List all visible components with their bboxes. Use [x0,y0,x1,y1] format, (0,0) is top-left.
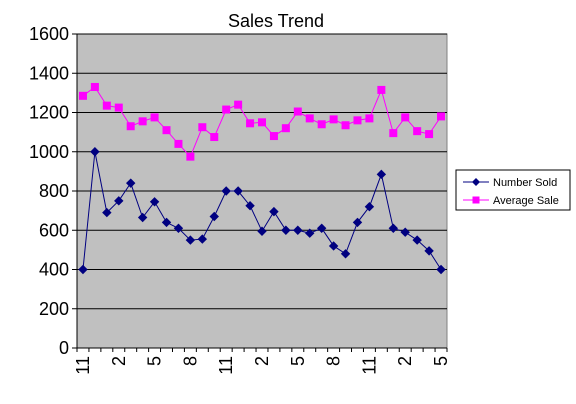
y-tick-label: 1600 [29,24,69,44]
data-point [221,186,231,196]
data-point [138,117,147,126]
data-point [317,120,326,129]
data-point [400,227,410,237]
data-point [210,133,219,142]
data-point [102,101,111,110]
x-tick-label: 2 [252,356,272,366]
data-point [293,107,302,116]
data-point [209,211,219,222]
data-point [328,241,339,251]
data-point [245,201,255,211]
data-point [197,234,208,244]
y-tick-label: 800 [39,181,69,201]
data-point [233,186,243,196]
data-point [425,130,434,139]
data-point [401,113,410,122]
data-point [329,115,338,124]
data-point [186,152,195,161]
data-point [424,246,434,256]
legend-label: Average Sale [493,195,559,207]
data-point [234,100,243,109]
data-point [340,249,351,259]
data-point [365,114,374,123]
data-point [316,223,327,233]
x-tick-label: 8 [324,356,344,366]
y-tick-label: 1200 [29,103,69,123]
data-point [150,113,159,122]
x-tick-label: 11 [73,356,93,375]
data-point [185,235,196,245]
x-tick-label: 5 [431,356,451,366]
x-tick-label: 2 [109,356,129,366]
legend-marker [472,196,480,204]
data-point [78,264,88,275]
data-point [281,225,291,235]
y-tick-label: 1400 [29,63,69,83]
data-point [173,223,184,233]
data-point [137,212,148,223]
gridlines [77,33,447,310]
y-tick-label: 0 [59,338,69,358]
data-point [269,132,278,141]
data-point [114,103,123,112]
data-point [102,207,112,218]
x-tick-label: 5 [288,356,308,366]
data-point [198,123,207,132]
data-point [353,116,362,125]
legend-label: Number Sold [493,177,557,189]
data-point [162,126,171,135]
data-point [305,228,315,238]
y-tick-label: 600 [39,220,69,240]
y-axis: 0 200 400 600 800 1000 1200 1400 1600 [29,24,78,358]
y-tick-label: 400 [39,260,69,280]
data-point [389,129,398,138]
x-tick-label: 11 [359,356,379,375]
data-point [161,217,172,228]
series-average-sale [78,82,446,161]
data-point [258,118,266,127]
data-point [149,197,160,207]
x-tick-label: 8 [180,356,200,366]
data-point [388,223,398,233]
data-point [78,91,87,100]
data-point [126,178,136,188]
x-axis: 11 2 5 8 11 2 5 8 11 2 5 [73,347,451,375]
data-point [281,124,290,133]
data-point [257,226,267,236]
series-number-sold [78,147,446,275]
legend-marker [472,178,480,186]
y-tick-label: 1000 [29,142,69,162]
data-point [305,114,314,123]
data-point [436,264,446,275]
data-point [114,196,124,206]
x-tick-label: 5 [145,356,165,366]
y-tick-label: 200 [39,299,69,319]
data-point [364,201,375,212]
series-layer [78,82,446,275]
data-point [437,112,446,121]
data-point [377,85,386,94]
legend: Number Sold Average Sale [455,169,571,211]
data-point [174,139,183,148]
data-point [269,206,279,217]
data-point [413,127,422,136]
chart-title: Sales Trend [228,11,324,31]
data-point [341,121,350,130]
x-tick-label: 2 [395,356,415,366]
data-point [293,225,303,235]
data-point [352,217,363,228]
data-point [90,147,100,157]
data-point [126,122,135,131]
data-point [376,169,387,180]
x-tick-label: 11 [216,356,236,375]
data-point [222,105,231,114]
data-point [246,119,255,128]
data-point [90,82,99,91]
data-point [412,235,422,245]
